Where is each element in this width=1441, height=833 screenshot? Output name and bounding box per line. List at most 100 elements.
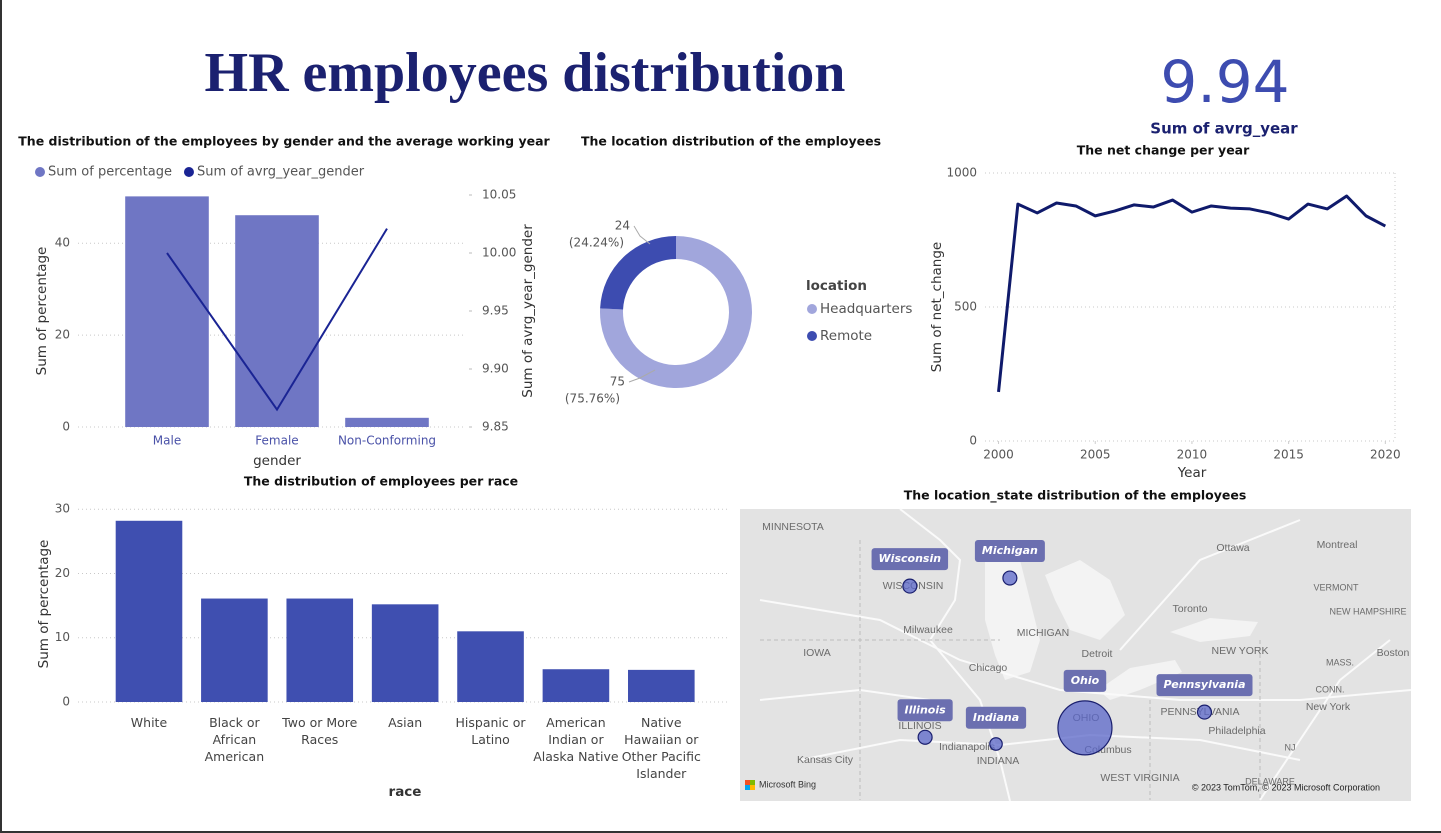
y2-tick-label: 10.00: [482, 246, 516, 260]
map-place: VERMONT: [1314, 582, 1360, 592]
map-place: Montreal: [1317, 539, 1358, 551]
x-tick-label: Male: [153, 434, 181, 448]
leader-line: [633, 225, 651, 245]
bubble: [1196, 704, 1213, 720]
x-tick-label: Native Hawaiian or Other Pacific Islande…: [621, 715, 701, 781]
kpi-label: Sum of avrg_year: [1150, 120, 1298, 138]
bubble-label: Michigan: [982, 544, 1038, 557]
map-place: Detroit: [1082, 648, 1113, 660]
map-place: CONN.: [1316, 684, 1345, 694]
y2-tick-label: 9.90: [482, 362, 509, 376]
y-tick-label: 20: [55, 566, 70, 580]
x-tick-label: 2010: [1177, 448, 1208, 462]
x-tick-label: Two or More Races: [282, 715, 358, 747]
y-tick-label: 20: [55, 328, 70, 342]
map-place: New York: [1306, 701, 1351, 713]
leader-line: [628, 369, 656, 383]
y-tick-label: 0: [969, 434, 977, 448]
bing-logo: [745, 780, 750, 785]
bubble-label-bg: [1156, 674, 1253, 697]
bar: [235, 215, 319, 427]
bubble-label-bg: [871, 548, 949, 571]
map-place: ILLINOIS: [898, 720, 941, 732]
lake: [1045, 560, 1125, 640]
x-tick-label: Black or African American: [204, 715, 265, 764]
bubble: [917, 729, 933, 745]
bubble-label: Illinois: [905, 703, 947, 716]
bar: [628, 669, 695, 702]
x-tick-label-box: White: [130, 715, 168, 730]
map-place: Indianapolis: [939, 741, 995, 753]
bar: [371, 604, 439, 702]
x-tick-label-box: Asian: [388, 715, 423, 730]
x-tick-label-box: Black or African American: [204, 715, 265, 764]
map-place: NJ: [1285, 742, 1296, 752]
x-tick-label: 2015: [1273, 448, 1304, 462]
map-place: Philadelphia: [1208, 725, 1265, 737]
bing-logo: [750, 785, 755, 790]
bar: [286, 598, 354, 702]
x-axis-label: gender: [253, 453, 301, 469]
donut-slice: [599, 236, 752, 388]
map-place: NEW HAMPSHIRE: [1329, 606, 1406, 616]
x-tick-label: Female: [255, 434, 298, 448]
bar: [201, 598, 268, 702]
map-place: MICHIGAN: [1017, 627, 1070, 639]
bubble-label-bg: [965, 706, 1027, 729]
lake: [985, 545, 1040, 680]
y-tick-label: 1000: [946, 166, 977, 180]
bubble-label: Pennsylvania: [1164, 678, 1246, 691]
y2-tick-label: 10.05: [482, 188, 516, 202]
y-axis-label: Sum of net_change: [929, 242, 945, 372]
x-tick-label: Asian: [388, 715, 423, 730]
bubble-label: Wisconsin: [879, 552, 942, 565]
map-place: Ottawa: [1216, 542, 1249, 554]
bubble-label-bg: [974, 540, 1045, 563]
x-tick-label-box: Two or More Races: [282, 715, 358, 747]
x-tick-label: 2005: [1080, 448, 1111, 462]
bing-logo: [745, 785, 750, 790]
map-credit: Microsoft Bing: [759, 779, 816, 789]
x-tick-label: Hispanic or Latino: [455, 715, 526, 747]
x-tick-label-box: Native Hawaiian or Other Pacific Islande…: [621, 715, 701, 781]
x-tick-label-box: Hispanic or Latino: [455, 715, 526, 747]
map-place: Toronto: [1172, 603, 1207, 615]
map-place: DELAWARE: [1245, 776, 1295, 786]
map-place: WEST VIRGINIA: [1100, 772, 1179, 784]
map-place: IOWA: [803, 647, 831, 659]
lake: [1170, 618, 1258, 642]
y-axis-label: Sum of percentage: [36, 540, 52, 669]
map-place: NEW YORK: [1212, 645, 1269, 657]
x-axis-label: Year: [1177, 465, 1207, 481]
bar: [345, 417, 429, 427]
bar: [115, 520, 183, 702]
bar: [542, 669, 610, 702]
map-place: Milwaukee: [903, 624, 953, 636]
chart-title: The location_state distribution of the e…: [904, 488, 1247, 504]
legend-marker: [807, 304, 817, 314]
data-label: 24: [615, 219, 630, 233]
map-place: Boston: [1377, 647, 1410, 659]
y-tick-label: 30: [55, 502, 70, 516]
y2-tick-label: 9.85: [482, 420, 509, 434]
data-label: 75: [610, 375, 625, 389]
bubble: [1057, 700, 1113, 756]
map-credit: © 2023 TomTom, © 2023 Microsoft Corporat…: [1192, 782, 1380, 792]
border: [760, 540, 1261, 800]
legend-marker: [183, 167, 194, 177]
data-label: (75.76%): [565, 392, 620, 406]
kpi-value: 9.94: [1160, 48, 1289, 116]
line: [997, 194, 1387, 393]
map-place: INDIANA: [977, 755, 1020, 767]
page-title: HR employees distribution: [205, 42, 846, 104]
donut-slice: [600, 236, 676, 310]
x-tick-label: White: [130, 715, 168, 730]
line: [166, 228, 388, 412]
bar: [125, 196, 209, 427]
x-tick-label: Non-Conforming: [338, 434, 436, 448]
x-tick-label: 2020: [1370, 448, 1401, 462]
map-place: Kansas City: [797, 754, 854, 766]
legend-label: Sum of avrg_year_gender: [197, 165, 365, 180]
y-tick-label: 500: [954, 300, 977, 314]
